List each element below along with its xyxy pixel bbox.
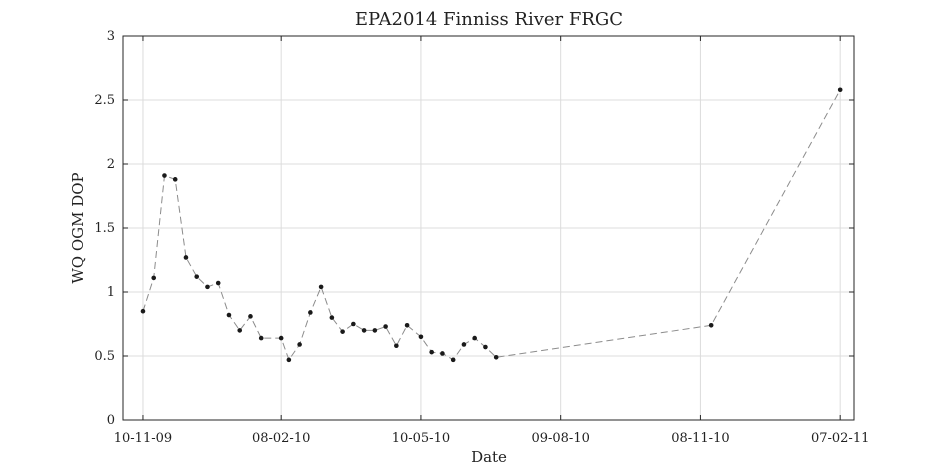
data-point <box>194 274 200 279</box>
data-point <box>461 342 467 347</box>
x-tick-label: 10-11-09 <box>114 431 172 446</box>
data-point <box>351 321 356 327</box>
chart-title: EPA2014 Finniss River FRGC <box>355 9 623 30</box>
y-tick-label: 0 <box>107 413 115 428</box>
y-tick-label: 1 <box>107 285 115 300</box>
data-point <box>226 312 232 318</box>
data-point <box>162 173 167 178</box>
x-tick-label: 09-08-10 <box>531 431 589 446</box>
data-point <box>708 322 714 328</box>
data-point <box>248 314 253 319</box>
data-point <box>151 275 157 281</box>
data-point <box>429 349 434 355</box>
x-tick-label: 08-02-10 <box>252 431 310 446</box>
data-point <box>205 284 210 290</box>
data-point <box>394 343 399 349</box>
data-point <box>308 310 313 315</box>
x-tick-label: 07-02-11 <box>811 431 869 446</box>
data-point <box>140 308 146 314</box>
data-point <box>215 280 221 286</box>
data-point <box>493 354 499 360</box>
series-line-group <box>142 89 841 361</box>
x-tick-label: 08-11-10 <box>671 431 729 446</box>
data-point <box>183 255 189 260</box>
data-point <box>329 315 335 320</box>
series-points-group <box>140 87 843 363</box>
data-point <box>440 351 445 356</box>
data-point <box>472 335 477 341</box>
data-point <box>172 177 178 182</box>
x-tick-label: 10-05-10 <box>392 431 450 446</box>
axis-ticks: 0 0.5 1 1.5 2 2.5 3 10-11-09 08-02-10 10-05-10 09-… <box>94 29 869 446</box>
data-point <box>340 329 345 334</box>
y-axis-title: WQ OGM DOP <box>69 172 87 283</box>
grid <box>123 36 854 420</box>
data-point <box>237 328 243 333</box>
data-point <box>278 335 284 341</box>
data-point <box>361 328 367 333</box>
x-axis-title: Date <box>471 448 507 466</box>
data-point <box>258 335 264 341</box>
data-point <box>418 334 424 340</box>
y-tick-label: 2.5 <box>94 93 115 108</box>
data-point <box>318 284 324 290</box>
series-line <box>142 89 841 361</box>
data-point <box>837 87 843 93</box>
data-point <box>286 357 292 363</box>
y-tick-label: 3 <box>107 29 115 44</box>
y-tick-label: 0.5 <box>94 349 115 364</box>
data-point <box>383 324 388 329</box>
y-tick-label: 2 <box>107 157 115 172</box>
data-point <box>450 357 456 363</box>
data-point <box>372 328 378 333</box>
data-point <box>297 342 302 347</box>
data-point <box>483 344 488 350</box>
data-point <box>404 322 410 328</box>
y-tick-label: 1.5 <box>94 221 115 236</box>
